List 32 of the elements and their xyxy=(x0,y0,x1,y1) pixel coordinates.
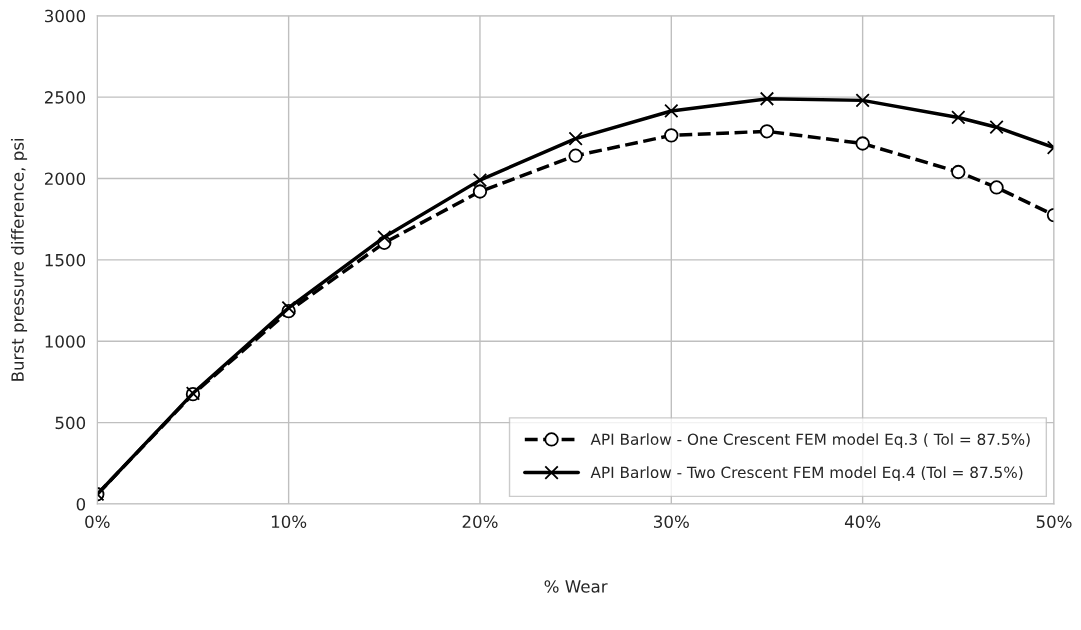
x-tick-label: 30% xyxy=(654,515,689,529)
y-tick-label: 1500 xyxy=(45,253,86,267)
point xyxy=(951,164,966,180)
point xyxy=(664,128,679,143)
x-tick-label: 10% xyxy=(271,515,307,529)
point xyxy=(989,180,1004,195)
point xyxy=(759,124,775,139)
legend-label: API Barlow - One Crescent FEM model Eq.3 ( Tol = 87.5%) xyxy=(590,433,1030,448)
legend-label: API Barlow - Two Crescent FEM model Eq.4 (Tol = 87.5%) xyxy=(590,466,1023,482)
y-tick-label: 2000 xyxy=(44,172,86,186)
point xyxy=(568,148,583,163)
y-tick-label: 0 xyxy=(76,497,86,511)
x-tick-label: 50% xyxy=(1036,515,1072,529)
x-tick-label: 20% xyxy=(462,515,498,529)
point xyxy=(568,131,583,146)
point xyxy=(472,184,488,199)
point xyxy=(377,229,392,245)
x-tick-label: 0% xyxy=(85,515,110,529)
x-tick-label: 40% xyxy=(844,515,881,529)
point xyxy=(472,172,488,188)
point xyxy=(759,91,775,106)
y-tick-label: 2500 xyxy=(44,91,86,104)
x-axis-title: % Wear xyxy=(544,580,608,593)
y-tick-label: 1000 xyxy=(45,335,86,348)
point xyxy=(855,93,870,108)
point xyxy=(664,103,679,119)
point xyxy=(989,120,1004,135)
point xyxy=(951,110,966,125)
point xyxy=(855,136,870,151)
y-axis-title: Burst pressure difference, psi xyxy=(10,138,28,381)
y-tick-label: 500 xyxy=(55,416,86,430)
y-tick-label: 3000 xyxy=(45,9,86,23)
